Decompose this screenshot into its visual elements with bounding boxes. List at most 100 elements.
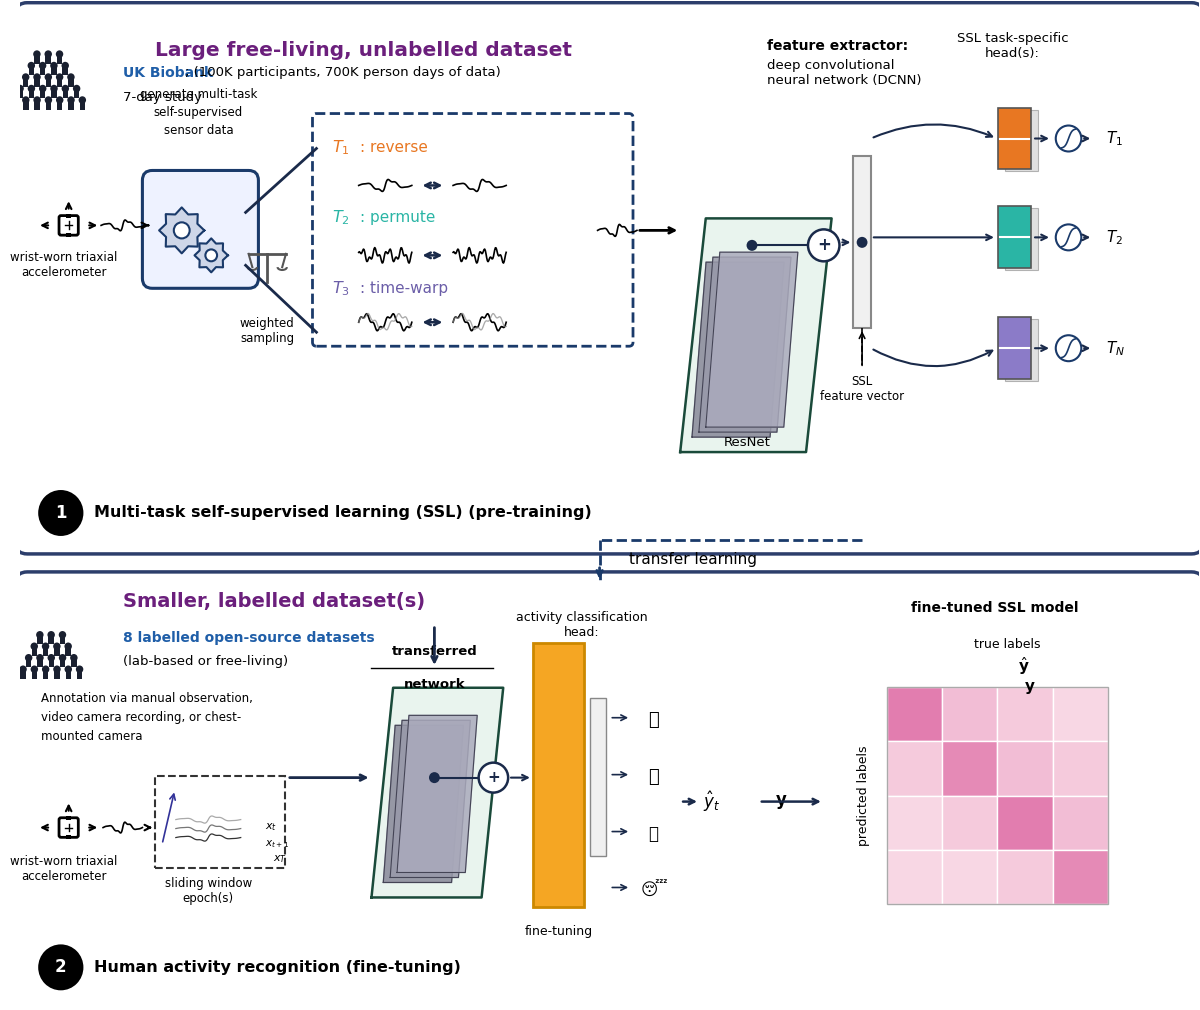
- Text: transfer learning: transfer learning: [629, 552, 757, 568]
- Circle shape: [42, 666, 49, 673]
- Text: $\mathbf{y}$: $\mathbf{y}$: [775, 793, 787, 811]
- Text: : permute: : permute: [360, 210, 436, 225]
- Circle shape: [50, 62, 58, 70]
- Bar: [23, 78, 29, 87]
- Circle shape: [479, 763, 508, 793]
- Circle shape: [76, 666, 83, 673]
- Circle shape: [67, 74, 74, 81]
- Text: 🧘: 🧘: [649, 824, 659, 842]
- Text: $T_1$: $T_1$: [1106, 129, 1123, 147]
- Bar: [853, 157, 871, 328]
- Bar: [35, 101, 40, 109]
- Circle shape: [38, 85, 47, 92]
- Bar: [66, 670, 71, 679]
- Bar: [887, 796, 942, 850]
- Text: fine-tuned SSL model: fine-tuned SSL model: [911, 601, 1079, 615]
- Circle shape: [70, 654, 78, 662]
- Bar: [26, 659, 31, 668]
- Bar: [60, 659, 65, 668]
- Circle shape: [174, 222, 190, 238]
- Circle shape: [30, 642, 38, 650]
- Bar: [29, 89, 34, 98]
- Bar: [71, 659, 77, 668]
- Bar: [997, 796, 1052, 850]
- Bar: [942, 796, 997, 850]
- Circle shape: [38, 944, 84, 991]
- Circle shape: [53, 666, 61, 673]
- Circle shape: [38, 62, 47, 70]
- Text: SSL task-specific
head(s):: SSL task-specific head(s):: [956, 31, 1068, 60]
- Text: sliding window
epoch(s): sliding window epoch(s): [164, 878, 252, 906]
- Bar: [56, 55, 62, 64]
- Circle shape: [746, 239, 757, 250]
- Circle shape: [73, 85, 80, 92]
- Bar: [997, 107, 1031, 170]
- Circle shape: [44, 50, 52, 58]
- Circle shape: [25, 654, 32, 662]
- Text: transferred: transferred: [391, 645, 478, 659]
- Bar: [52, 66, 56, 75]
- Bar: [887, 741, 942, 796]
- Text: $T_3$: $T_3$: [332, 279, 350, 298]
- Circle shape: [78, 96, 86, 104]
- Bar: [40, 89, 46, 98]
- Text: Smaller, labelled dataset(s): Smaller, labelled dataset(s): [122, 593, 425, 611]
- Bar: [54, 670, 60, 679]
- Circle shape: [857, 237, 868, 247]
- Bar: [66, 646, 71, 655]
- Text: (lab-based or free-living): (lab-based or free-living): [122, 655, 288, 669]
- Text: 🏃: 🏃: [648, 711, 659, 728]
- FancyBboxPatch shape: [16, 3, 1200, 553]
- Bar: [56, 101, 62, 109]
- Polygon shape: [680, 218, 832, 452]
- Circle shape: [808, 229, 840, 262]
- Bar: [66, 233, 71, 237]
- Bar: [56, 78, 62, 87]
- Text: wrist-worn triaxial
accelerometer: wrist-worn triaxial accelerometer: [10, 251, 118, 280]
- Bar: [1004, 208, 1038, 271]
- Polygon shape: [160, 207, 204, 254]
- Text: feature extractor:: feature extractor:: [767, 38, 908, 53]
- Bar: [887, 850, 942, 904]
- Bar: [46, 78, 52, 87]
- Polygon shape: [194, 238, 228, 273]
- Polygon shape: [698, 258, 791, 432]
- Circle shape: [50, 85, 58, 92]
- Circle shape: [55, 50, 64, 58]
- Circle shape: [36, 631, 43, 638]
- Circle shape: [59, 631, 66, 638]
- Text: $T_2$: $T_2$: [1106, 228, 1123, 246]
- Bar: [66, 835, 71, 839]
- Bar: [1004, 319, 1038, 381]
- Polygon shape: [706, 252, 798, 427]
- Bar: [34, 55, 40, 64]
- Bar: [46, 55, 50, 64]
- Text: true labels: true labels: [974, 638, 1040, 651]
- Text: 🚶: 🚶: [648, 768, 659, 786]
- Bar: [37, 635, 43, 644]
- Bar: [589, 698, 606, 855]
- Circle shape: [56, 74, 64, 81]
- Bar: [48, 635, 54, 644]
- Text: generate multi-task
self-supervised
sensor data: generate multi-task self-supervised sens…: [139, 88, 257, 137]
- Bar: [46, 101, 52, 109]
- Bar: [29, 66, 34, 75]
- Bar: [20, 670, 25, 679]
- Circle shape: [1056, 335, 1081, 362]
- Circle shape: [34, 74, 41, 81]
- Polygon shape: [390, 720, 470, 878]
- Bar: [35, 78, 40, 87]
- Bar: [155, 776, 284, 868]
- Text: $x_T$: $x_T$: [274, 853, 287, 866]
- Bar: [12, 101, 17, 109]
- Bar: [48, 659, 54, 668]
- Bar: [31, 670, 37, 679]
- Text: +: +: [487, 770, 499, 785]
- Polygon shape: [383, 725, 463, 883]
- Polygon shape: [692, 263, 784, 437]
- Text: Large free-living, unlabelled dataset: Large free-living, unlabelled dataset: [155, 41, 572, 61]
- Bar: [887, 687, 942, 741]
- Text: weighted
sampling: weighted sampling: [240, 317, 295, 345]
- Text: $\hat{\mathbf{y}}$: $\hat{\mathbf{y}}$: [1019, 654, 1030, 677]
- Bar: [77, 670, 83, 679]
